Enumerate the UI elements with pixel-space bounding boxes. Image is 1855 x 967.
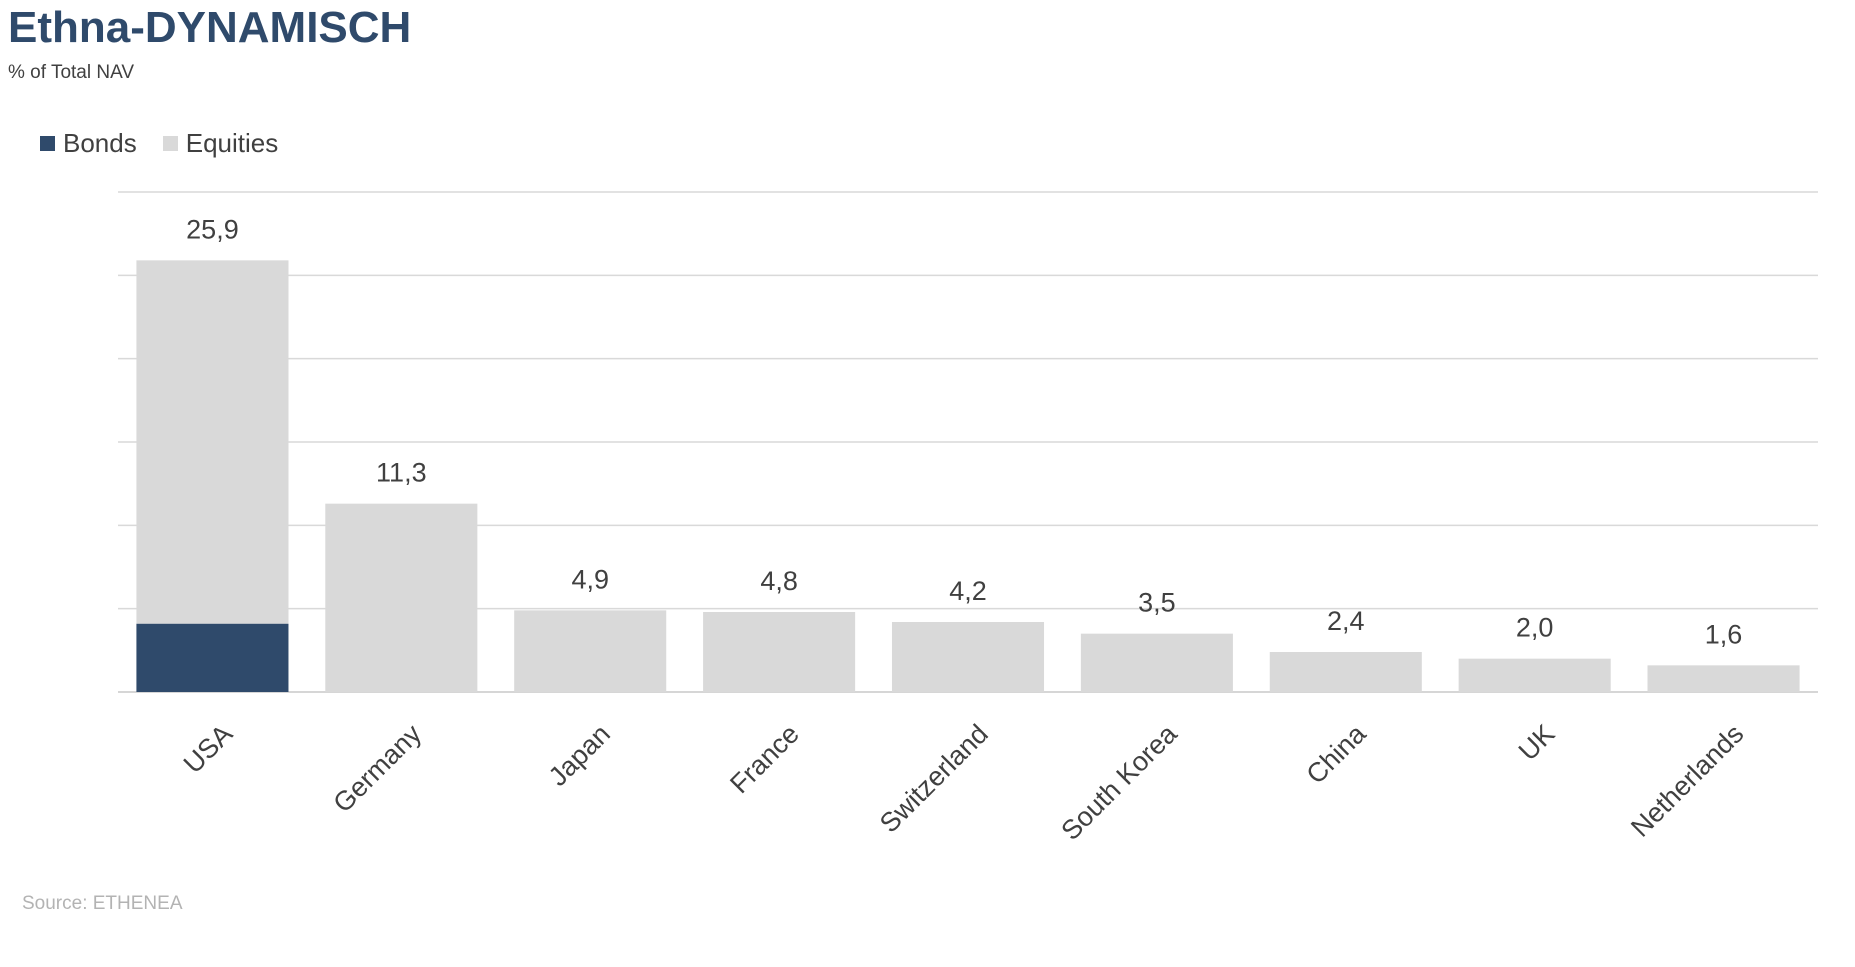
data-label-france: 4,8 bbox=[760, 566, 798, 596]
x-tick-label-usa: USA bbox=[178, 719, 238, 779]
data-label-south-korea: 3,5 bbox=[1138, 588, 1176, 618]
x-tick-label-uk: UK bbox=[1513, 719, 1561, 767]
legend-swatch-equities bbox=[162, 136, 178, 151]
legend-swatch-bonds bbox=[40, 136, 55, 151]
bar-equities-usa bbox=[136, 260, 289, 624]
bar-equities-south-korea bbox=[1080, 633, 1233, 692]
data-label-china: 2,4 bbox=[1327, 606, 1365, 636]
bar-equities-germany bbox=[325, 503, 478, 692]
x-tick-label-france: France bbox=[724, 719, 805, 800]
legend-label-equities: Equities bbox=[185, 128, 279, 158]
bar-bonds-usa bbox=[136, 623, 289, 692]
data-label-usa: 25,9 bbox=[186, 214, 239, 244]
source-note: Source: ETHENEA bbox=[22, 893, 183, 914]
bar-equities-uk bbox=[1458, 658, 1611, 692]
legend-item-equities: Equities bbox=[162, 128, 279, 159]
x-tick-label-china: China bbox=[1301, 718, 1373, 790]
bar-equities-netherlands bbox=[1647, 665, 1800, 692]
legend-item-bonds: Bonds bbox=[40, 128, 137, 159]
legend: Bonds Equities bbox=[40, 128, 304, 159]
x-tick-label-south-korea: South Korea bbox=[1055, 718, 1183, 846]
x-tick-label-germany: Germany bbox=[327, 718, 427, 818]
bar-equities-japan bbox=[514, 610, 667, 692]
x-tick-label-japan: Japan bbox=[543, 719, 616, 792]
legend-label-bonds: Bonds bbox=[63, 128, 137, 158]
data-label-switzerland: 4,2 bbox=[949, 576, 987, 606]
x-tick-label-switzerland: Switzerland bbox=[874, 719, 994, 839]
chart-subtitle: % of Total NAV bbox=[8, 62, 135, 83]
data-label-japan: 4,9 bbox=[571, 564, 609, 594]
data-label-uk: 2,0 bbox=[1516, 613, 1554, 643]
bar-equities-france bbox=[703, 612, 856, 692]
chart-title: Ethna-DYNAMISCH bbox=[8, 3, 412, 52]
data-label-netherlands: 1,6 bbox=[1705, 619, 1743, 649]
x-tick-label-netherlands: Netherlands bbox=[1625, 719, 1749, 843]
data-label-germany: 11,3 bbox=[376, 458, 427, 488]
bar-equities-china bbox=[1269, 652, 1422, 692]
bar-equities-switzerland bbox=[891, 622, 1045, 692]
